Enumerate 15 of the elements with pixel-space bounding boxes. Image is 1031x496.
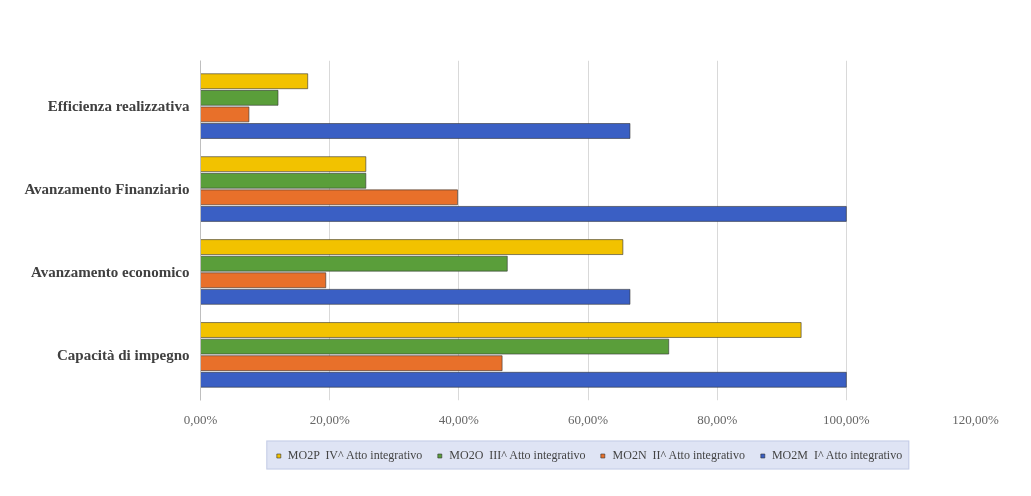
y-tick-label: Capacità di impegno — [56, 346, 190, 363]
legend-label: MO2O III^ Atto integrativo — [449, 447, 586, 463]
x-tick-label: 40,00% — [438, 411, 480, 427]
y-tick-label: Avanzamento Finanziario — [24, 181, 190, 198]
x-tick-label: 100,00% — [823, 411, 870, 427]
legend-label: MO2N II^ Atto integrativo — [612, 447, 745, 463]
y-tick-label: Avanzamento economico — [31, 263, 190, 280]
x-tick-label: 0,00% — [183, 411, 218, 427]
x-tick-label: 20,00% — [309, 411, 350, 427]
x-tick-label: 60,00% — [567, 411, 609, 427]
x-tick-label: 120,00% — [952, 411, 999, 427]
legend-label: MO2P IV^ Atto integrativo — [287, 447, 423, 463]
y-tick-label: Efficienza realizzativa — [47, 98, 190, 115]
legend-label: MO2M I^ Atto integrativo — [771, 447, 903, 463]
x-tick-label: 80,00% — [697, 411, 738, 427]
